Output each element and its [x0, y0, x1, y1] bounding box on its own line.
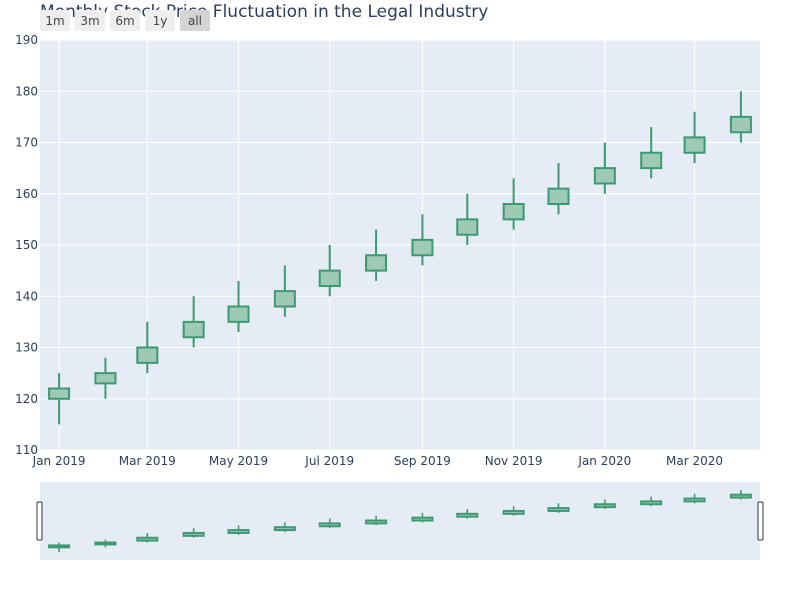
candlestick[interactable]: [273, 265, 296, 317]
slider-candlestick: [182, 528, 205, 538]
candlestick[interactable]: [136, 321, 159, 374]
slider-candlestick-body: [729, 493, 752, 499]
y-tick-label: 110: [15, 443, 38, 457]
slider-candlestick: [94, 539, 117, 548]
candlestick-body: [683, 136, 706, 154]
y-tick-label: 180: [15, 84, 38, 98]
candlestick-body: [729, 115, 752, 134]
candlestick[interactable]: [48, 373, 71, 425]
range-button-all[interactable]: all: [180, 10, 210, 31]
candlestick-body: [640, 151, 663, 170]
candlestick-body: [182, 320, 205, 339]
y-tick-label: 160: [15, 187, 38, 201]
slider-candlestick-body: [227, 529, 250, 534]
candlestick-body: [94, 372, 117, 385]
slider-candlestick-body: [593, 503, 616, 509]
slider-candlestick: [365, 515, 388, 526]
candlestick[interactable]: [593, 142, 616, 194]
candlestick[interactable]: [227, 280, 250, 333]
range-button-3m[interactable]: 3m: [75, 10, 105, 31]
slider-candlestick: [273, 522, 296, 532]
x-tick-label: May 2019: [209, 454, 268, 468]
slider-candlestick: [683, 493, 706, 504]
x-tick-label: Nov 2019: [485, 454, 543, 468]
slider-candlestick: [48, 542, 71, 553]
y-tick-label: 150: [15, 238, 38, 252]
candlestick-body: [273, 290, 296, 308]
x-tick-label: Jan 2020: [577, 454, 631, 468]
slider-candlestick: [136, 532, 159, 543]
slider-candlestick-body: [411, 516, 434, 522]
candlestick-body: [365, 254, 388, 272]
candlestick-body: [48, 387, 71, 400]
slider-candlestick-body: [502, 509, 525, 515]
candlestick-body: [411, 238, 434, 257]
y-tick-label: 190: [15, 33, 38, 47]
candlestick-body: [547, 187, 570, 205]
candlestick-body: [502, 203, 525, 221]
candlestick[interactable]: [547, 163, 570, 215]
slider-candlestick: [729, 489, 752, 500]
y-tick-label: 140: [15, 289, 38, 303]
slider-candlestick: [318, 518, 341, 529]
range-button-1m[interactable]: 1m: [40, 10, 70, 31]
x-tick-label: Mar 2019: [119, 454, 176, 468]
slider-candlestick-body: [136, 536, 159, 542]
candlestick[interactable]: [456, 193, 479, 245]
range-button-1y[interactable]: 1y: [145, 10, 175, 31]
candlestick-body: [456, 218, 479, 236]
y-tick-label: 130: [15, 341, 38, 355]
candlestick-body: [136, 346, 159, 364]
slider-candlestick: [502, 506, 525, 516]
x-tick-label: Mar 2020: [666, 454, 723, 468]
range-slider-left-handle[interactable]: [36, 501, 43, 541]
slider-candlestick-body: [318, 522, 341, 528]
slider-candlestick: [456, 509, 479, 519]
y-tick-label: 120: [15, 392, 38, 406]
slider-candlestick-body: [94, 541, 117, 546]
slider-candlestick: [547, 503, 570, 513]
y-tick-label: 170: [15, 136, 38, 150]
slider-candlestick: [593, 499, 616, 510]
candlestick[interactable]: [411, 214, 434, 266]
candlestick[interactable]: [640, 127, 663, 179]
slider-candlestick-body: [182, 531, 205, 537]
candlestick[interactable]: [94, 357, 117, 399]
candlestick[interactable]: [365, 229, 388, 281]
candlestick[interactable]: [729, 91, 752, 143]
slider-candlestick: [640, 496, 663, 507]
slider-candlestick-body: [683, 497, 706, 503]
candlestick[interactable]: [502, 178, 525, 230]
slider-candlestick: [411, 512, 434, 523]
x-tick-label: Sep 2019: [394, 454, 451, 468]
slider-candlestick-body: [547, 507, 570, 512]
candlestick-body: [227, 305, 250, 323]
x-tick-label: Jan 2019: [32, 454, 86, 468]
range-slider[interactable]: [40, 482, 760, 560]
slider-candlestick-body: [365, 519, 388, 525]
candlestick[interactable]: [318, 245, 341, 297]
slider-candlestick: [227, 525, 250, 535]
range-slider-right-handle[interactable]: [757, 501, 764, 541]
candlestick[interactable]: [683, 111, 706, 163]
candlestick-body: [318, 269, 341, 287]
candlestick[interactable]: [182, 296, 205, 348]
slider-candlestick-body: [456, 512, 479, 518]
slider-candlestick-body: [48, 544, 71, 549]
range-button-6m[interactable]: 6m: [110, 10, 140, 31]
slider-candlestick-body: [640, 500, 663, 506]
candlestick-body: [593, 167, 616, 185]
x-tick-label: Jul 2019: [304, 454, 354, 468]
slider-candlestick-body: [273, 526, 296, 532]
